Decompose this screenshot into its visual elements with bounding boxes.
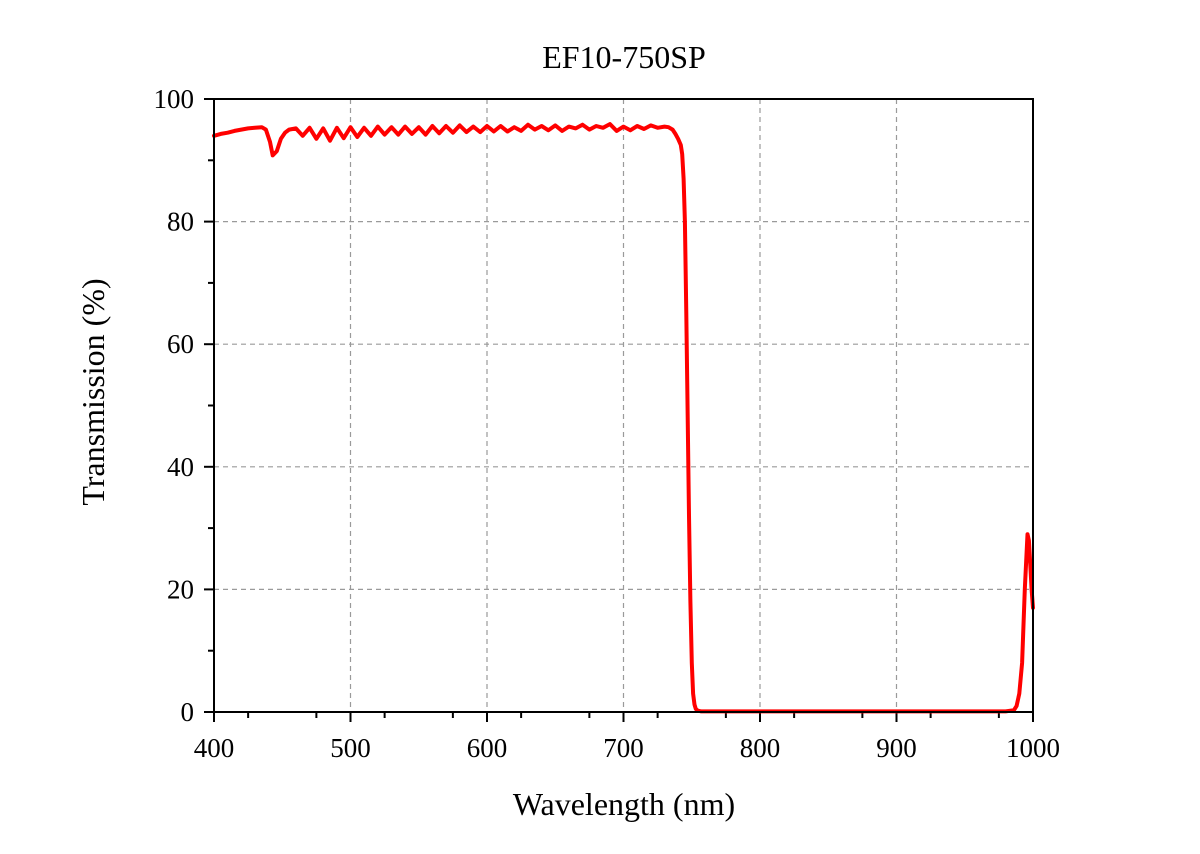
x-tick-label: 500 — [330, 733, 371, 763]
y-tick-label: 80 — [167, 207, 194, 237]
minor-tick-layer — [208, 159, 1000, 718]
x-tick-label: 1000 — [1006, 733, 1060, 763]
y-tick-label: 20 — [167, 574, 194, 604]
y-axis-title: Transmission (%) — [75, 278, 111, 505]
plot-frame — [213, 98, 1034, 713]
x-tick-labels: 400 500 600 700 800 900 1000 — [194, 733, 1060, 763]
x-tick-label: 400 — [194, 733, 235, 763]
y-tick-label: 40 — [167, 452, 194, 482]
y-tick-label: 0 — [181, 697, 195, 727]
x-tick-label: 700 — [603, 733, 644, 763]
x-tick-label: 800 — [740, 733, 781, 763]
x-axis-title: Wavelength (nm) — [513, 786, 735, 822]
grid-layer — [214, 99, 1033, 712]
major-tick-layer — [204, 98, 1034, 722]
y-tick-label: 60 — [167, 329, 194, 359]
y-tick-label: 100 — [154, 84, 195, 114]
chart-title: EF10-750SP — [542, 39, 706, 75]
y-tick-labels: 0 20 40 60 80 100 — [154, 84, 195, 727]
x-tick-label: 600 — [467, 733, 508, 763]
x-tick-label: 900 — [876, 733, 917, 763]
